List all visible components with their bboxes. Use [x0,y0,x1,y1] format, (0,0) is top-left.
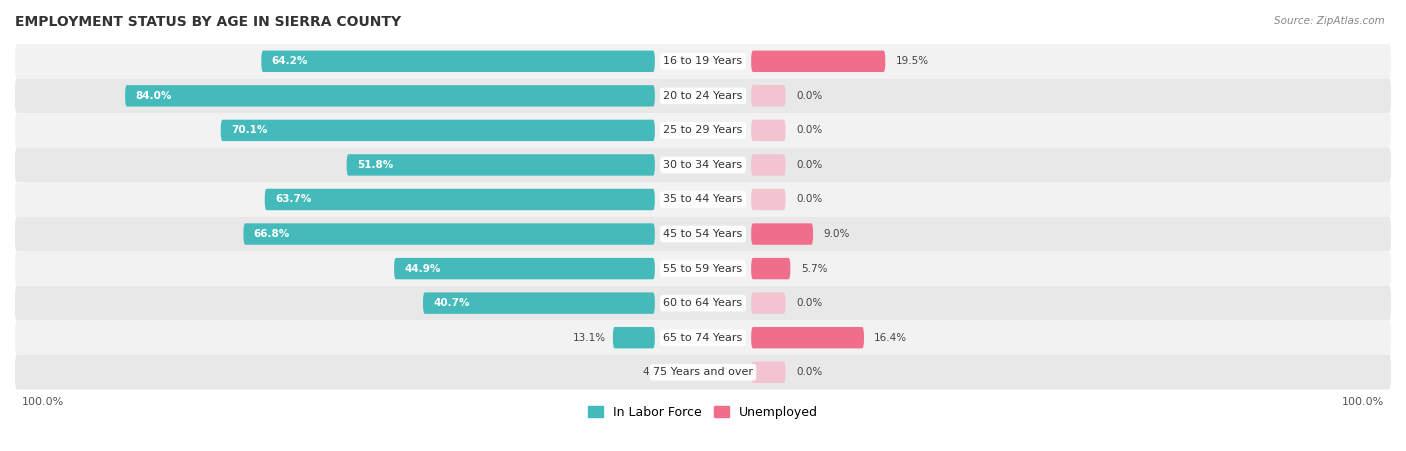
FancyBboxPatch shape [15,320,1391,355]
Text: 75 Years and over: 75 Years and over [652,367,754,377]
FancyBboxPatch shape [221,120,655,141]
Text: 16 to 19 Years: 16 to 19 Years [664,56,742,66]
FancyBboxPatch shape [15,286,1391,320]
FancyBboxPatch shape [751,223,813,245]
Text: 5.7%: 5.7% [800,263,827,274]
FancyBboxPatch shape [751,120,786,141]
Text: 0.0%: 0.0% [796,367,823,377]
Text: 66.8%: 66.8% [253,229,290,239]
FancyBboxPatch shape [125,85,655,106]
FancyBboxPatch shape [15,182,1391,217]
Text: 45 to 54 Years: 45 to 54 Years [664,229,742,239]
FancyBboxPatch shape [15,113,1391,147]
Text: 0.0%: 0.0% [796,125,823,135]
FancyBboxPatch shape [347,154,655,175]
Text: 9.0%: 9.0% [824,229,849,239]
Text: Source: ZipAtlas.com: Source: ZipAtlas.com [1274,16,1385,26]
Text: 64.2%: 64.2% [271,56,308,66]
Text: 84.0%: 84.0% [135,91,172,101]
Text: 19.5%: 19.5% [896,56,929,66]
FancyBboxPatch shape [15,147,1391,182]
FancyBboxPatch shape [751,362,786,383]
FancyBboxPatch shape [423,292,655,314]
Text: 35 to 44 Years: 35 to 44 Years [664,194,742,204]
Text: 16.4%: 16.4% [875,333,907,343]
FancyBboxPatch shape [751,292,786,314]
Text: 55 to 59 Years: 55 to 59 Years [664,263,742,274]
Text: 100.0%: 100.0% [22,397,65,407]
Text: 13.1%: 13.1% [572,333,606,343]
FancyBboxPatch shape [751,51,886,72]
FancyBboxPatch shape [264,189,655,210]
FancyBboxPatch shape [15,44,1391,78]
Text: 0.0%: 0.0% [796,160,823,170]
Text: 4.0%: 4.0% [643,367,669,377]
FancyBboxPatch shape [15,217,1391,251]
FancyBboxPatch shape [394,258,655,279]
Text: 65 to 74 Years: 65 to 74 Years [664,333,742,343]
Text: 63.7%: 63.7% [276,194,312,204]
Text: 44.9%: 44.9% [405,263,441,274]
Text: 70.1%: 70.1% [231,125,267,135]
Text: 0.0%: 0.0% [796,91,823,101]
FancyBboxPatch shape [751,327,865,349]
Text: 0.0%: 0.0% [796,298,823,308]
FancyBboxPatch shape [15,355,1391,390]
FancyBboxPatch shape [751,85,786,106]
Text: 0.0%: 0.0% [796,194,823,204]
FancyBboxPatch shape [751,154,786,175]
Text: 25 to 29 Years: 25 to 29 Years [664,125,742,135]
FancyBboxPatch shape [243,223,655,245]
FancyBboxPatch shape [751,189,786,210]
FancyBboxPatch shape [15,251,1391,286]
FancyBboxPatch shape [262,51,655,72]
Text: 60 to 64 Years: 60 to 64 Years [664,298,742,308]
FancyBboxPatch shape [613,327,655,349]
Text: 30 to 34 Years: 30 to 34 Years [664,160,742,170]
Text: 51.8%: 51.8% [357,160,394,170]
Legend: In Labor Force, Unemployed: In Labor Force, Unemployed [588,406,818,419]
FancyBboxPatch shape [15,78,1391,113]
Text: 20 to 24 Years: 20 to 24 Years [664,91,742,101]
Text: 100.0%: 100.0% [1341,397,1384,407]
Text: 40.7%: 40.7% [433,298,470,308]
Text: EMPLOYMENT STATUS BY AGE IN SIERRA COUNTY: EMPLOYMENT STATUS BY AGE IN SIERRA COUNT… [15,15,401,29]
FancyBboxPatch shape [751,258,790,279]
